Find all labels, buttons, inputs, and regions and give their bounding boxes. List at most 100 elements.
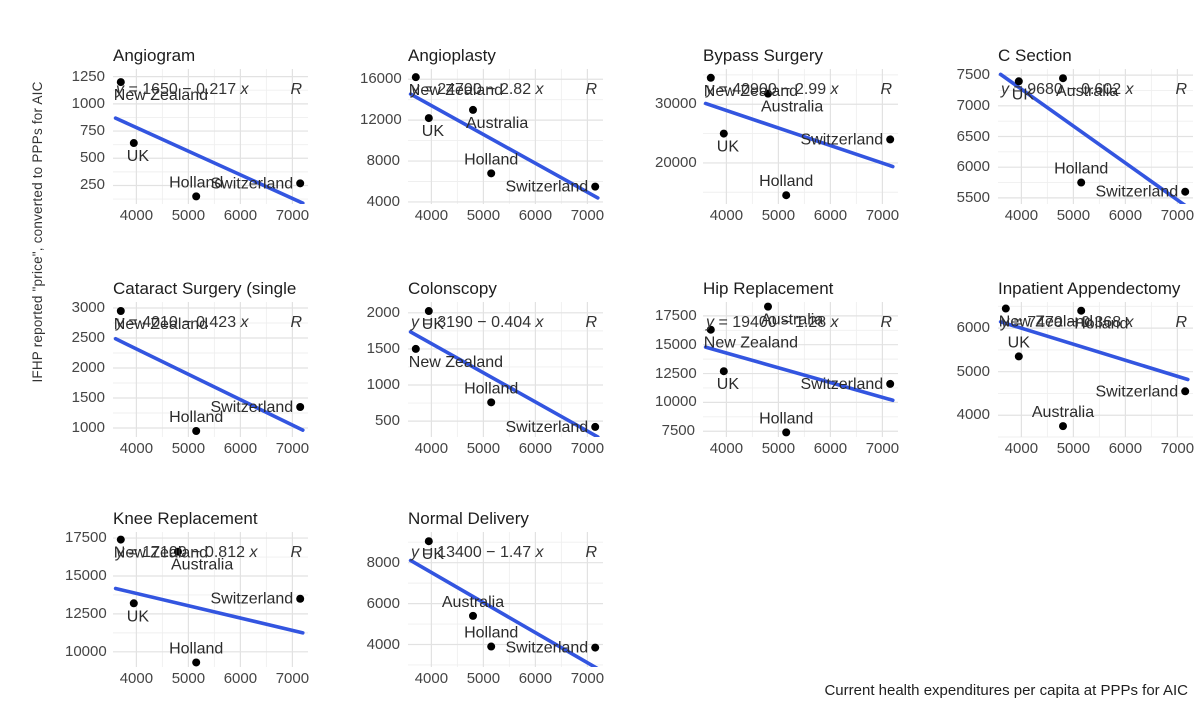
data-point [424, 307, 433, 316]
y-tick-label: 20000 [655, 153, 697, 171]
point-label: Holland [169, 640, 223, 657]
y-tick-label: 1000 [71, 419, 105, 436]
point-label: Holland [169, 174, 223, 191]
data-point [296, 403, 305, 411]
y-axis-label: IFHP reported "price", converted to PPPs… [30, 81, 45, 383]
point-label: UK [422, 546, 445, 563]
fit-equation: y = 1650 − 0.217 x [115, 81, 250, 98]
y-tick-label: 7000 [956, 96, 990, 114]
r-squared-label: R [290, 544, 302, 561]
x-tick-label: 4000 [414, 440, 449, 457]
facet-title: Inpatient Appendectomy [998, 279, 1181, 298]
x-tick-label: 5000 [171, 207, 206, 224]
facet-angioplasty: Angioplasty 4000 8000 12000 16000 4000 5000 600… [360, 45, 604, 226]
data-point [296, 594, 305, 603]
y-tick-label: 12500 [655, 364, 697, 382]
y-tick-label: 16000 [360, 70, 402, 88]
x-tick-label: 7000 [570, 670, 605, 687]
fit-equation: y = 3190 − 0.404 x [410, 314, 545, 331]
r-squared-label: R [585, 314, 597, 331]
x-tick-label: 5000 [1056, 207, 1091, 224]
point-label: Australia [761, 312, 823, 329]
x-tick-label: 5000 [466, 670, 501, 687]
y-tick-label: 15000 [655, 335, 697, 353]
x-tick-label: 7000 [865, 440, 900, 457]
r-squared-label: R [1175, 81, 1187, 98]
facet-angiogram: Angiogram 250 500 750 1000 1250 4000 5000 6000 70… [65, 45, 309, 226]
x-tick-label: 4000 [414, 207, 449, 224]
y-tick-label: 1500 [71, 389, 105, 406]
point-label: Holland [1054, 161, 1108, 178]
x-tick-label: 5000 [466, 440, 501, 457]
regression-line [408, 330, 600, 437]
data-point [116, 78, 125, 87]
x-tick-label: 4000 [709, 440, 744, 457]
y-tick-label: 17500 [65, 529, 107, 547]
point-label: UK [127, 148, 150, 165]
r-squared-label: R [585, 544, 597, 561]
fit-equation: y = 7470 − 0.368 x [1000, 314, 1135, 331]
y-tick-label: 1500 [366, 339, 400, 357]
y-tick-label: 250 [79, 176, 105, 194]
x-tick-label: 4000 [119, 440, 154, 457]
x-tick-label: 6000 [223, 670, 258, 687]
x-tick-label: 6000 [813, 440, 848, 457]
x-tick-label: 5000 [171, 440, 206, 457]
point-label: Australia [442, 594, 504, 611]
data-point [719, 129, 728, 138]
point-label: UK [127, 608, 150, 625]
regression-line [703, 101, 895, 169]
data-point [469, 611, 477, 620]
fit-equation: y = 17100 − 0.812 x [115, 544, 258, 561]
x-tick-label: 5000 [761, 440, 796, 457]
y-tick-label: 4000 [956, 406, 990, 424]
x-tick-label: 7000 [275, 440, 310, 457]
y-tick-label: 750 [79, 122, 105, 140]
r-squared-label: R [880, 81, 892, 98]
y-tick-label: 8000 [366, 152, 400, 170]
data-point [591, 643, 600, 652]
point-label: Australia [1056, 83, 1118, 100]
y-tick-label: 6000 [956, 158, 990, 176]
x-tick-label: 5000 [171, 670, 206, 687]
x-axis-label: Current health expenditures per capita a… [824, 682, 1188, 699]
r-squared-label: R [290, 314, 302, 331]
fit-equation: y = 13400 − 1.47 x [410, 544, 545, 561]
facet-title: Normal Delivery [408, 509, 529, 528]
regression-line [998, 72, 1187, 204]
point-label: New Zealand [409, 82, 503, 99]
y-tick-label: 2000 [71, 359, 105, 376]
facet-panel: Australia New Zealand UK Switzerland Holland… [703, 302, 898, 437]
facet-normal-delivery: Normal Delivery 4000 6000 8000 4000 5000 6000 7… [360, 508, 604, 689]
y-tick-label: 500 [79, 149, 105, 167]
point-label: Switzerland [1095, 383, 1178, 400]
data-point [782, 428, 791, 437]
point-label: UK [717, 139, 740, 156]
x-tick-label: 6000 [1108, 207, 1143, 224]
data-point [886, 135, 895, 144]
point-label: Holland [169, 409, 223, 426]
x-tick-label: 4000 [1004, 440, 1039, 457]
x-tick-label: 5000 [466, 207, 501, 224]
y-tick-label: 12500 [65, 604, 107, 622]
data-point [1014, 352, 1023, 361]
r-squared-label: R [290, 81, 302, 98]
point-label: Holland [464, 151, 518, 168]
facet-hip-replacement: Hip Replacement 7500 10000 12500 15000 17500 4… [655, 278, 899, 459]
regression-line [113, 336, 305, 432]
point-label: New Zealand [704, 335, 798, 352]
x-tick-label: 6000 [1108, 440, 1143, 457]
facet-c-section: C Section 5500 6000 6500 7000 7500 4000 5000 600… [950, 45, 1194, 226]
data-point [1077, 306, 1086, 315]
y-tick-label: 1000 [366, 376, 400, 394]
point-label: Switzerland [505, 419, 588, 436]
data-point [1059, 422, 1067, 431]
point-label: Switzerland [505, 179, 588, 196]
y-tick-label: 6000 [366, 594, 400, 612]
facet-title: Bypass Surgery [703, 46, 823, 65]
y-tick-label: 8000 [366, 553, 400, 571]
